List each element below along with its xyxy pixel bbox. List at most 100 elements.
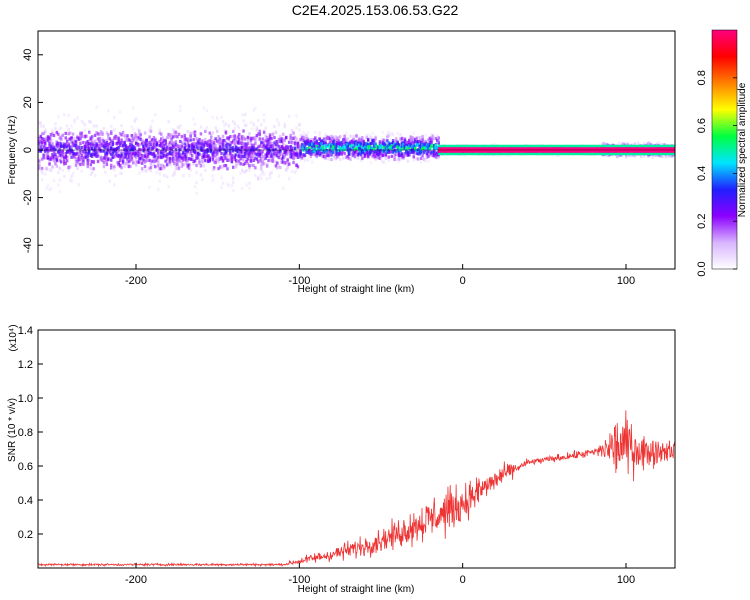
spectrogram-cell bbox=[224, 122, 228, 126]
spectrogram-cell bbox=[240, 141, 244, 145]
spectrogram-cell bbox=[416, 157, 420, 161]
spectrogram-cell bbox=[80, 156, 84, 160]
spectrogram-cell bbox=[408, 138, 411, 142]
spectrogram-cell bbox=[186, 137, 189, 141]
spectrogram-cell bbox=[380, 144, 383, 148]
spectrogram-cell bbox=[211, 131, 214, 135]
spectrogram-cell bbox=[306, 139, 310, 143]
spectrogram-cell bbox=[102, 164, 106, 168]
spectrogram-cell bbox=[221, 120, 225, 124]
spectrogram-cell bbox=[334, 157, 338, 161]
spectrogram-cell bbox=[130, 152, 134, 156]
spectrogram-cell bbox=[255, 153, 259, 157]
spectrogram-cell bbox=[427, 143, 430, 147]
spectrogram-cell bbox=[336, 152, 339, 157]
spectrogram-cell bbox=[114, 137, 117, 141]
spectrogram-cell bbox=[340, 152, 343, 156]
spectrogram-cell bbox=[633, 143, 637, 147]
spectrogram-cell bbox=[255, 147, 259, 151]
spectrogram-cell bbox=[73, 143, 76, 147]
spectrogram-cell bbox=[431, 145, 435, 149]
spectrogram-cell bbox=[239, 148, 242, 152]
spectrogram-cell bbox=[384, 143, 388, 147]
spectrogram-cell bbox=[405, 149, 408, 153]
spectrogram-cell bbox=[330, 153, 333, 157]
spectrogram-cell bbox=[199, 147, 203, 151]
spectrogram-cell bbox=[139, 152, 142, 156]
spectrogram-cell bbox=[202, 150, 206, 154]
spectrogram-cell bbox=[237, 150, 241, 154]
spectrogram-cell bbox=[359, 150, 363, 154]
spectrogram-cell bbox=[243, 123, 247, 127]
spectrogram-cell bbox=[243, 161, 247, 166]
spectrogram-cell bbox=[205, 108, 209, 113]
spectrogram-cell bbox=[264, 134, 267, 138]
spectrogram-cell bbox=[365, 147, 368, 152]
spectrogram-cell bbox=[364, 153, 367, 157]
spectrogram-cell bbox=[42, 131, 45, 135]
spectrogram-cell bbox=[257, 150, 260, 154]
spectrogram-cell bbox=[214, 137, 217, 141]
spectrogram-cell bbox=[290, 169, 294, 173]
spectrogram-cell bbox=[120, 155, 123, 159]
spectrogram-cell bbox=[331, 151, 335, 155]
spectrogram-cell bbox=[399, 133, 402, 137]
spectrogram-cell bbox=[65, 139, 69, 143]
spectrogram-cell bbox=[108, 151, 112, 155]
spectrogram-cell bbox=[68, 145, 72, 149]
spectrogram-cell bbox=[350, 154, 354, 158]
spectrogram-cell bbox=[80, 161, 84, 165]
spectrogram-cell bbox=[396, 131, 399, 135]
spectrogram-cell bbox=[285, 168, 288, 172]
spectrogram-cell bbox=[414, 144, 417, 149]
spectrogram-cell bbox=[262, 172, 266, 176]
spectrogram-cell bbox=[355, 139, 358, 143]
spectrogram-cell bbox=[71, 150, 75, 154]
spectrogram-cell bbox=[40, 178, 44, 182]
spectrogram-cell bbox=[135, 142, 138, 146]
spectrogram-cell bbox=[292, 161, 295, 165]
spectrogram-cell bbox=[48, 142, 51, 146]
spectrogram-cell bbox=[180, 156, 184, 160]
spectrogram-cell bbox=[433, 144, 436, 148]
spectrogram-cell bbox=[330, 143, 333, 147]
spectrogram-cell bbox=[165, 152, 169, 157]
spectrogram-cell bbox=[130, 136, 134, 140]
spectrogram-cell bbox=[76, 156, 79, 161]
spectrogram-cell bbox=[390, 144, 393, 148]
spectrogram-cell bbox=[305, 134, 308, 138]
spectrogram-cell bbox=[61, 153, 64, 157]
spectrogram-cell bbox=[167, 142, 170, 146]
spectrogram-cell bbox=[173, 162, 176, 166]
spectrogram-cell bbox=[158, 154, 161, 158]
spectrogram-cell bbox=[271, 145, 275, 149]
spectrogram-cell bbox=[118, 110, 122, 114]
spectrogram-cell bbox=[268, 149, 272, 153]
spectrogram-cell bbox=[302, 153, 305, 157]
spectrogram-cell bbox=[189, 157, 192, 161]
spectrogram-cell bbox=[107, 158, 110, 162]
spectrogram-cell bbox=[60, 137, 63, 141]
spectrogram-cell bbox=[277, 137, 281, 141]
spectrogram-cell bbox=[99, 142, 103, 146]
spectrogram-cell bbox=[330, 157, 333, 162]
spectrogram-cell bbox=[331, 145, 335, 149]
spectrogram-cell bbox=[76, 116, 79, 120]
spectrogram-cell bbox=[196, 140, 200, 144]
spectrogram-cell bbox=[54, 126, 57, 130]
spectrogram-cell bbox=[71, 144, 75, 148]
spectrogram-cell bbox=[164, 149, 167, 153]
spectrogram-cell bbox=[381, 130, 385, 134]
spectrogram-cell bbox=[180, 141, 184, 145]
spectrogram-cell bbox=[292, 136, 295, 140]
spectrogram-cell bbox=[43, 149, 47, 153]
spectrogram-cell bbox=[115, 141, 119, 145]
spectrogram-cell bbox=[237, 159, 241, 163]
spectrogram-cell bbox=[177, 167, 181, 171]
spectrogram-cell bbox=[173, 130, 176, 134]
spectrogram-cell bbox=[229, 141, 232, 145]
spectrogram-cell bbox=[285, 160, 288, 165]
spectrogram-cell bbox=[186, 165, 189, 169]
spectrogram-cell bbox=[226, 158, 229, 162]
spectrogram-cell bbox=[221, 143, 225, 147]
